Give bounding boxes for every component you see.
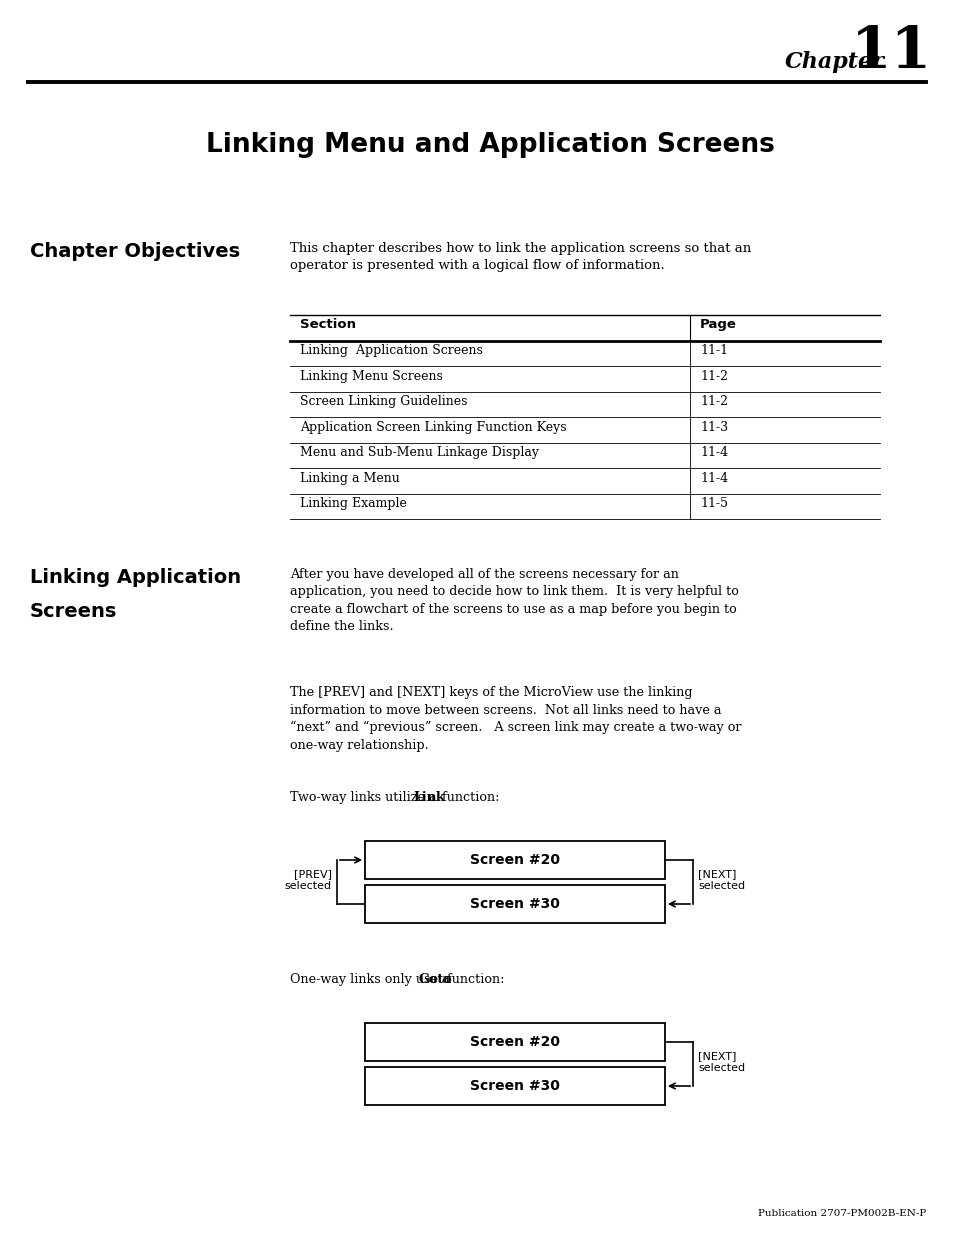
Text: Chapter: Chapter xyxy=(784,51,884,73)
Text: Application Screen Linking Function Keys: Application Screen Linking Function Keys xyxy=(299,420,566,433)
Text: function:: function: xyxy=(437,790,498,804)
Text: function:: function: xyxy=(442,973,504,986)
Text: 11-2: 11-2 xyxy=(700,369,727,383)
Text: One-way links only use a: One-way links only use a xyxy=(290,973,453,986)
Text: Link: Link xyxy=(414,790,445,804)
Bar xyxy=(365,885,664,923)
Text: [NEXT]
selected: [NEXT] selected xyxy=(698,869,744,890)
Text: 11: 11 xyxy=(850,23,931,80)
Text: Screen #20: Screen #20 xyxy=(470,853,559,867)
Text: After you have developed all of the screens necessary for an
application, you ne: After you have developed all of the scre… xyxy=(290,568,739,634)
Text: Two-way links utilize a: Two-way links utilize a xyxy=(290,790,440,804)
Text: 11-1: 11-1 xyxy=(700,345,727,357)
Text: Menu and Sub-Menu Linkage Display: Menu and Sub-Menu Linkage Display xyxy=(299,446,538,459)
Text: Screen #20: Screen #20 xyxy=(470,1035,559,1049)
Text: 11-3: 11-3 xyxy=(700,420,727,433)
Text: Screen #30: Screen #30 xyxy=(470,1079,559,1093)
Text: Linking Menu Screens: Linking Menu Screens xyxy=(299,369,442,383)
Text: This chapter describes how to link the application screens so that an
operator i: This chapter describes how to link the a… xyxy=(290,242,750,273)
Bar xyxy=(365,1023,664,1061)
Text: [NEXT]
selected: [NEXT] selected xyxy=(698,1051,744,1073)
Text: Linking  Application Screens: Linking Application Screens xyxy=(299,345,482,357)
Bar xyxy=(365,841,664,879)
Text: 11-4: 11-4 xyxy=(700,446,727,459)
Text: Linking Application: Linking Application xyxy=(30,568,241,587)
Text: [PREV]
selected: [PREV] selected xyxy=(285,869,332,890)
Text: 11-2: 11-2 xyxy=(700,395,727,408)
Text: Screen #30: Screen #30 xyxy=(470,897,559,911)
Text: Chapter Objectives: Chapter Objectives xyxy=(30,242,240,261)
Text: Linking Example: Linking Example xyxy=(299,496,406,510)
Text: Publication 2707-PM002B-EN-P: Publication 2707-PM002B-EN-P xyxy=(757,1209,925,1218)
Text: Screen Linking Guidelines: Screen Linking Guidelines xyxy=(299,395,467,408)
Text: Section: Section xyxy=(299,317,355,331)
Text: The [PREV] and [NEXT] keys of the MicroView use the linking
information to move : The [PREV] and [NEXT] keys of the MicroV… xyxy=(290,685,740,752)
Text: Linking Menu and Application Screens: Linking Menu and Application Screens xyxy=(205,132,774,158)
Text: 11-4: 11-4 xyxy=(700,472,727,484)
Text: Linking a Menu: Linking a Menu xyxy=(299,472,399,484)
Text: Page: Page xyxy=(700,317,736,331)
Text: 11-5: 11-5 xyxy=(700,496,727,510)
Text: Screens: Screens xyxy=(30,601,117,621)
Text: Goto: Goto xyxy=(418,973,452,986)
Bar xyxy=(365,1067,664,1105)
